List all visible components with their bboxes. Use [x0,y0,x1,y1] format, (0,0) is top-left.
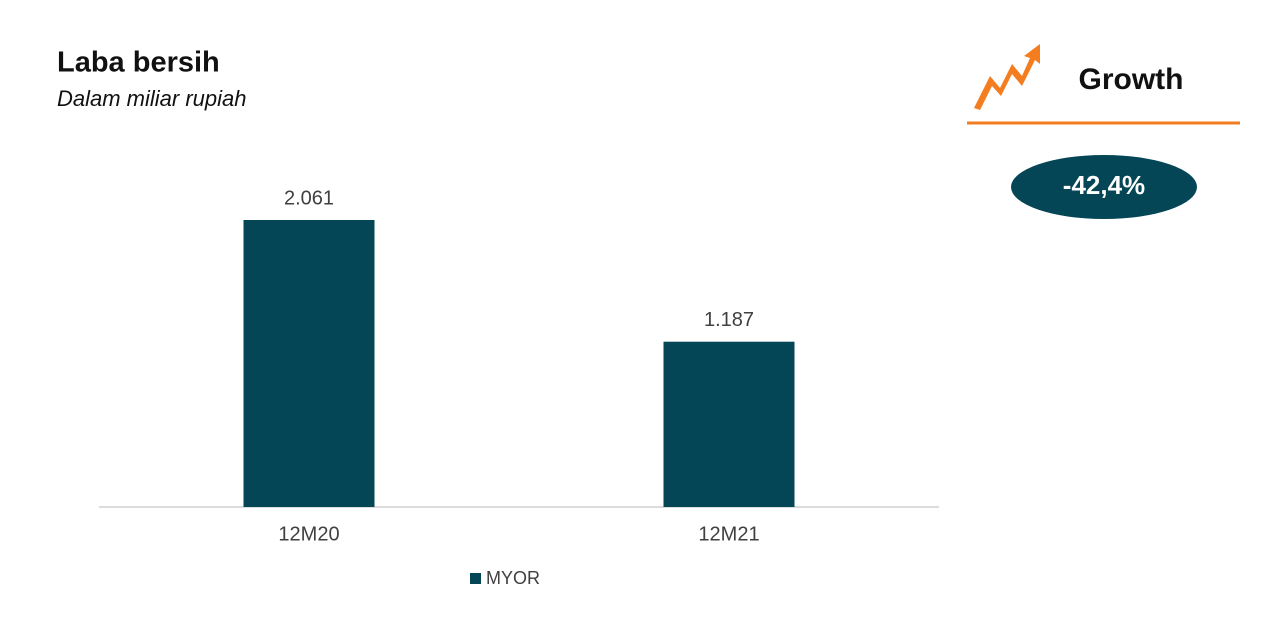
growth-icon [974,44,1040,110]
x-tick-label: 12M21 [698,523,759,545]
value-label: 2.061 [284,187,334,209]
legend-swatch [470,573,481,584]
growth-title: Growth [1079,63,1184,96]
bar [243,220,375,507]
bar [663,341,795,507]
chart-subtitle: Dalam miliar rupiah [57,86,247,111]
growth-badge [1011,155,1197,219]
x-tick-label: 12M20 [278,523,339,545]
chart-title: Laba bersih [57,47,220,79]
value-label: 1.187 [704,309,754,331]
growth-value: -42,4% [1063,170,1145,200]
legend-label: MYOR [486,568,540,588]
